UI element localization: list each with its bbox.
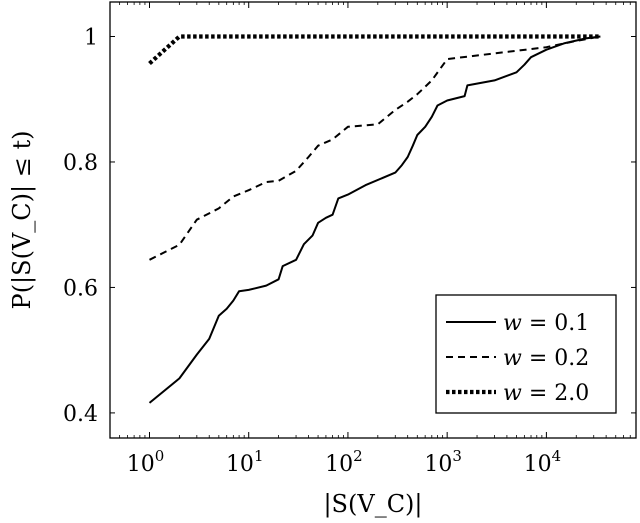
legend-label-0: w = 0.1 xyxy=(503,311,589,336)
legend-label-1: w = 0.2 xyxy=(503,346,589,371)
x-tick-label: 102 xyxy=(325,447,363,477)
y-tick-label: 0.8 xyxy=(63,151,98,176)
legend: w = 0.1 w = 0.2 w = 2.0 xyxy=(435,294,617,414)
y-axis-title: P(|S(V_C)| ≤ t) xyxy=(8,131,37,310)
series-line-0 xyxy=(148,35,601,404)
y-tick-label: 1 xyxy=(84,26,98,51)
ticks: 0.4 0.6 0.8 1 100 101 102 103 104 xyxy=(63,2,637,477)
legend-label-2: w = 2.0 xyxy=(503,381,589,406)
x-tick-label: 104 xyxy=(524,447,562,477)
plot-frame xyxy=(109,1,637,439)
legend-entries: w = 0.1 w = 0.2 w = 2.0 xyxy=(446,311,589,406)
x-tick-label: 103 xyxy=(424,447,462,477)
x-tick-label: 101 xyxy=(226,447,264,477)
y-tick-label: 0.6 xyxy=(63,276,98,301)
series-line-1 xyxy=(149,35,601,261)
series-line-2 xyxy=(148,34,601,66)
series-layer xyxy=(148,34,601,404)
x-axis-title: |S(V_C)| xyxy=(323,490,422,519)
x-tick-label: 100 xyxy=(127,447,165,477)
y-tick-label: 0.4 xyxy=(63,402,98,427)
